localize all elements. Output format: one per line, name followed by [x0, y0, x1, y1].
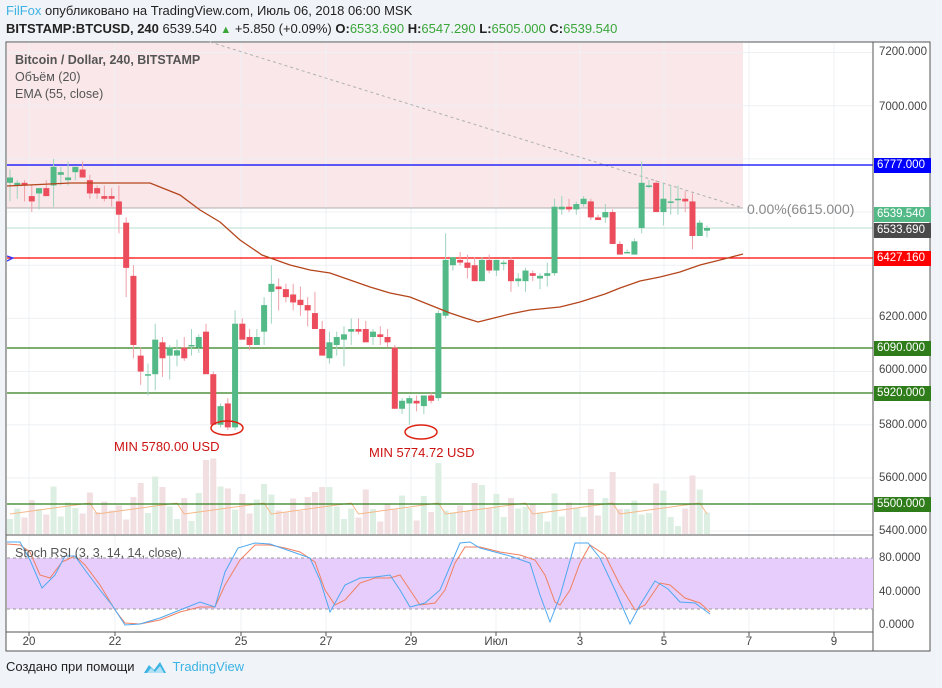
fib-label: 0.00%(6615.000)	[747, 201, 855, 217]
low-label: L:	[479, 21, 492, 36]
time-label: 7	[745, 636, 753, 648]
time-label: 9	[830, 636, 838, 648]
candlesticks	[7, 158, 710, 431]
time-label: 29	[404, 636, 418, 648]
stoch-tick: 80.0000	[879, 552, 921, 564]
high-value: 6547.290	[421, 21, 476, 36]
symbol-quote-bar: BITSTAMP:BTCUSD, 240 6539.540 ▲ +5.850 (…	[6, 21, 617, 36]
ema-legend[interactable]: EMA (55, close)	[15, 87, 104, 101]
time-label: 27	[319, 636, 333, 648]
publish-text: опубликовано на TradingView.com, Июль 06…	[45, 3, 413, 18]
price-tag-6427: 6427.160	[874, 251, 931, 266]
min-circle-2	[404, 424, 438, 440]
left-marker-icon	[6, 255, 15, 262]
close-value: 6539.540	[563, 21, 618, 36]
price-tag-5920: 5920.000	[874, 386, 931, 401]
price-tick: 6000.000	[879, 364, 927, 376]
volume-legend[interactable]: Объём (20)	[15, 70, 81, 84]
min-annotation-2: MIN 5774.72 USD	[369, 445, 475, 460]
time-label: 5	[660, 636, 668, 648]
author-link[interactable]: FilFox	[6, 3, 42, 18]
time-label: Июл	[484, 636, 508, 648]
price-tag-6777: 6777.000	[874, 158, 931, 173]
price-tick: 7200.000	[879, 46, 927, 58]
low-value: 6505.000	[491, 21, 546, 36]
symbol-label: BITSTAMP:BTCUSD, 240	[6, 21, 159, 36]
min-circle-1	[210, 420, 244, 436]
open-label: O:	[335, 21, 350, 36]
min-annotation-1: MIN 5780.00 USD	[114, 439, 220, 454]
price-tag-open: 6533.690	[874, 223, 931, 238]
price-tick: 5600.000	[879, 472, 927, 484]
price-tick: 7000.000	[879, 101, 927, 113]
open-value: 6533.690	[349, 21, 405, 36]
tradingview-brand: TradingView	[172, 659, 245, 674]
close-label: C:	[549, 21, 564, 36]
last-price: 6539.540	[162, 21, 217, 36]
fib-zone	[7, 43, 743, 208]
tradingview-link[interactable]: TradingView	[143, 659, 245, 674]
time-label: 22	[108, 636, 122, 648]
time-label: 3	[576, 636, 584, 648]
price-tick: 5800.000	[879, 419, 927, 431]
high-label: H:	[407, 21, 422, 36]
tradingview-logo-icon	[143, 661, 166, 673]
price-tag-6090: 6090.000	[874, 341, 931, 356]
price-tag-last: 6539.540	[874, 207, 931, 222]
ema-line	[6, 182, 744, 323]
price-tick: 5400.000	[879, 525, 927, 537]
time-label: 25	[234, 636, 248, 648]
footer: Создано при помощи TradingView	[6, 659, 244, 674]
time-label: 20	[22, 636, 36, 648]
price-change: +5.850 (+0.09%)	[234, 21, 332, 36]
stoch-tick: 40.0000	[879, 586, 921, 598]
stoch-band	[7, 558, 873, 609]
price-tick: 6200.000	[879, 311, 927, 323]
volume-bars	[7, 458, 710, 534]
price-tag-5500: 5500.000	[874, 497, 931, 512]
stoch-k-line	[7, 541, 711, 626]
stoch-tick: 0.0000	[879, 619, 915, 631]
volume-ma-line	[9, 502, 708, 515]
chart-title-legend[interactable]: Bitcoin / Dollar, 240, BITSTAMP	[15, 53, 201, 67]
publish-info: FilFox опубликовано на TradingView.com, …	[6, 3, 412, 18]
time-axis-ticks	[28, 632, 835, 636]
stoch-rsi-legend[interactable]: Stoch RSI (3, 3, 14, 14, close)	[15, 546, 182, 560]
up-triangle-icon: ▲	[220, 24, 232, 36]
created-with-text: Создано при помощи	[6, 659, 135, 674]
